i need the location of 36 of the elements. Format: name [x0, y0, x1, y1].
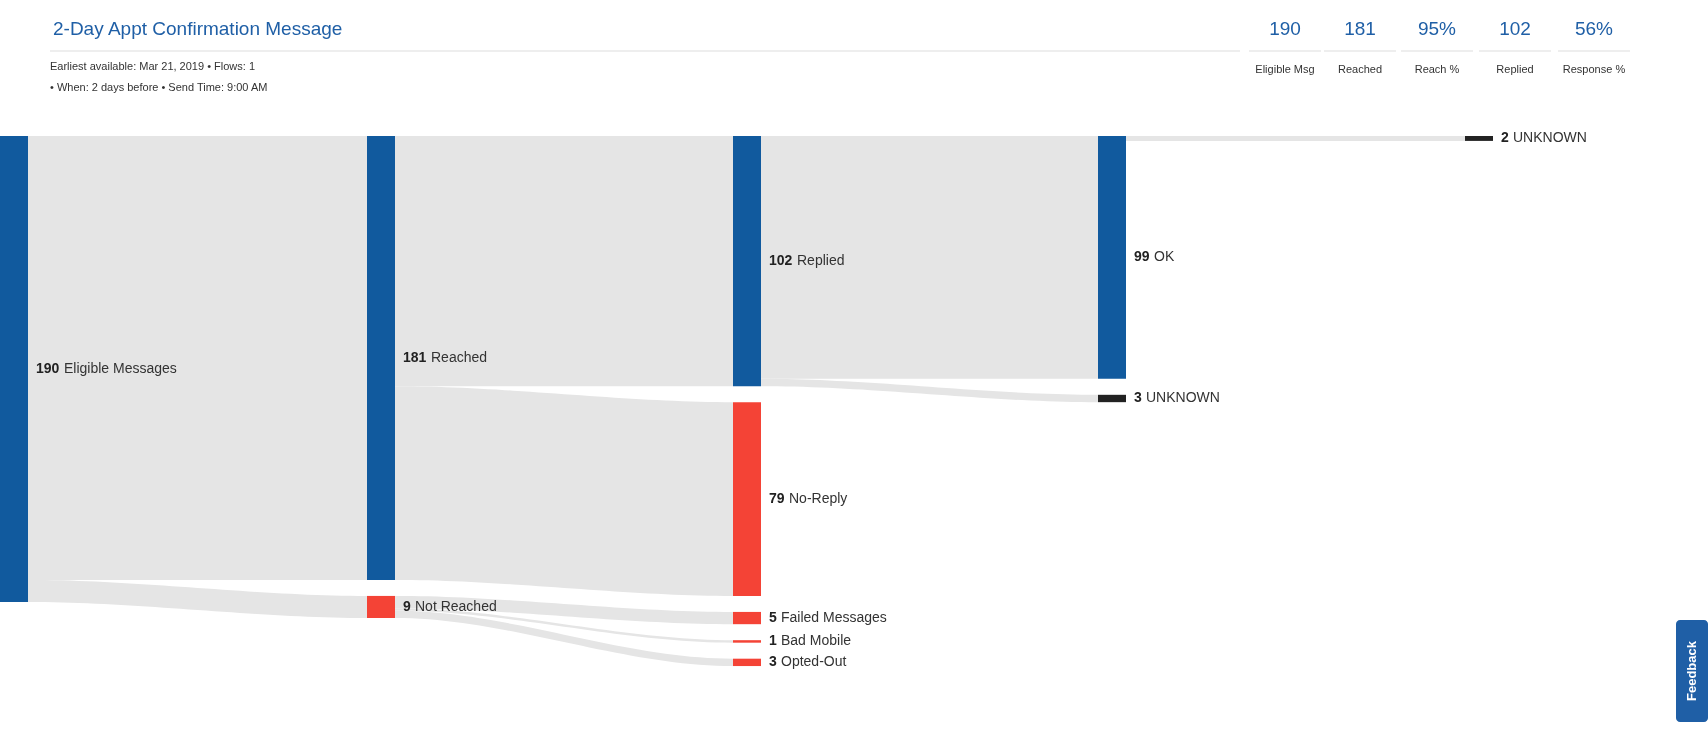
text: Reached [1337, 63, 1383, 75]
text: Earliest available: Mar 21, 2019 • Flows: 1 [50, 60, 256, 72]
category-label: Replied [797, 252, 845, 269]
category-label: Eligible Messages [64, 360, 177, 376]
category-label: OK [1154, 248, 1175, 265]
text: 190 [1269, 18, 1301, 39]
data-label: 9 [403, 597, 411, 614]
data-label: 1 [769, 632, 777, 649]
data-label: 3 [769, 653, 777, 670]
data-label: 102 [769, 252, 793, 269]
text: 2-Day Appt Confirmation Message [53, 18, 343, 39]
category-label: Reached [431, 348, 488, 365]
text: Response % [1562, 63, 1626, 75]
category-label: Opted-Out [781, 653, 847, 670]
data-label: 181 [403, 348, 427, 365]
category-label: No-Reply [789, 490, 848, 507]
category-label: Not Reached [415, 597, 497, 614]
text: Eligible Msg [1255, 63, 1315, 75]
category-label: UNKNOWN [1146, 389, 1220, 406]
text: 95% [1417, 18, 1457, 39]
text: • When: 2 days before • Send Time: 9:00 AM [50, 81, 268, 93]
text: Reach % [1414, 63, 1460, 75]
data-label: 2 [1501, 129, 1509, 146]
text: Replied [1496, 63, 1534, 75]
data-label: 190 [36, 360, 60, 376]
text: 102 [1499, 18, 1531, 39]
data-label: 3 [1134, 389, 1142, 406]
data-label: 5 [769, 609, 777, 626]
text: 56% [1574, 18, 1614, 39]
category-label: Bad Mobile [781, 632, 852, 649]
text: 181 [1344, 18, 1376, 39]
category-label: Failed Messages [781, 609, 887, 626]
category-label: UNKNOWN [1513, 129, 1587, 146]
data-label: 79 [769, 490, 785, 507]
data-label: 99 [1134, 248, 1150, 265]
text: Feedback [1684, 640, 1699, 701]
